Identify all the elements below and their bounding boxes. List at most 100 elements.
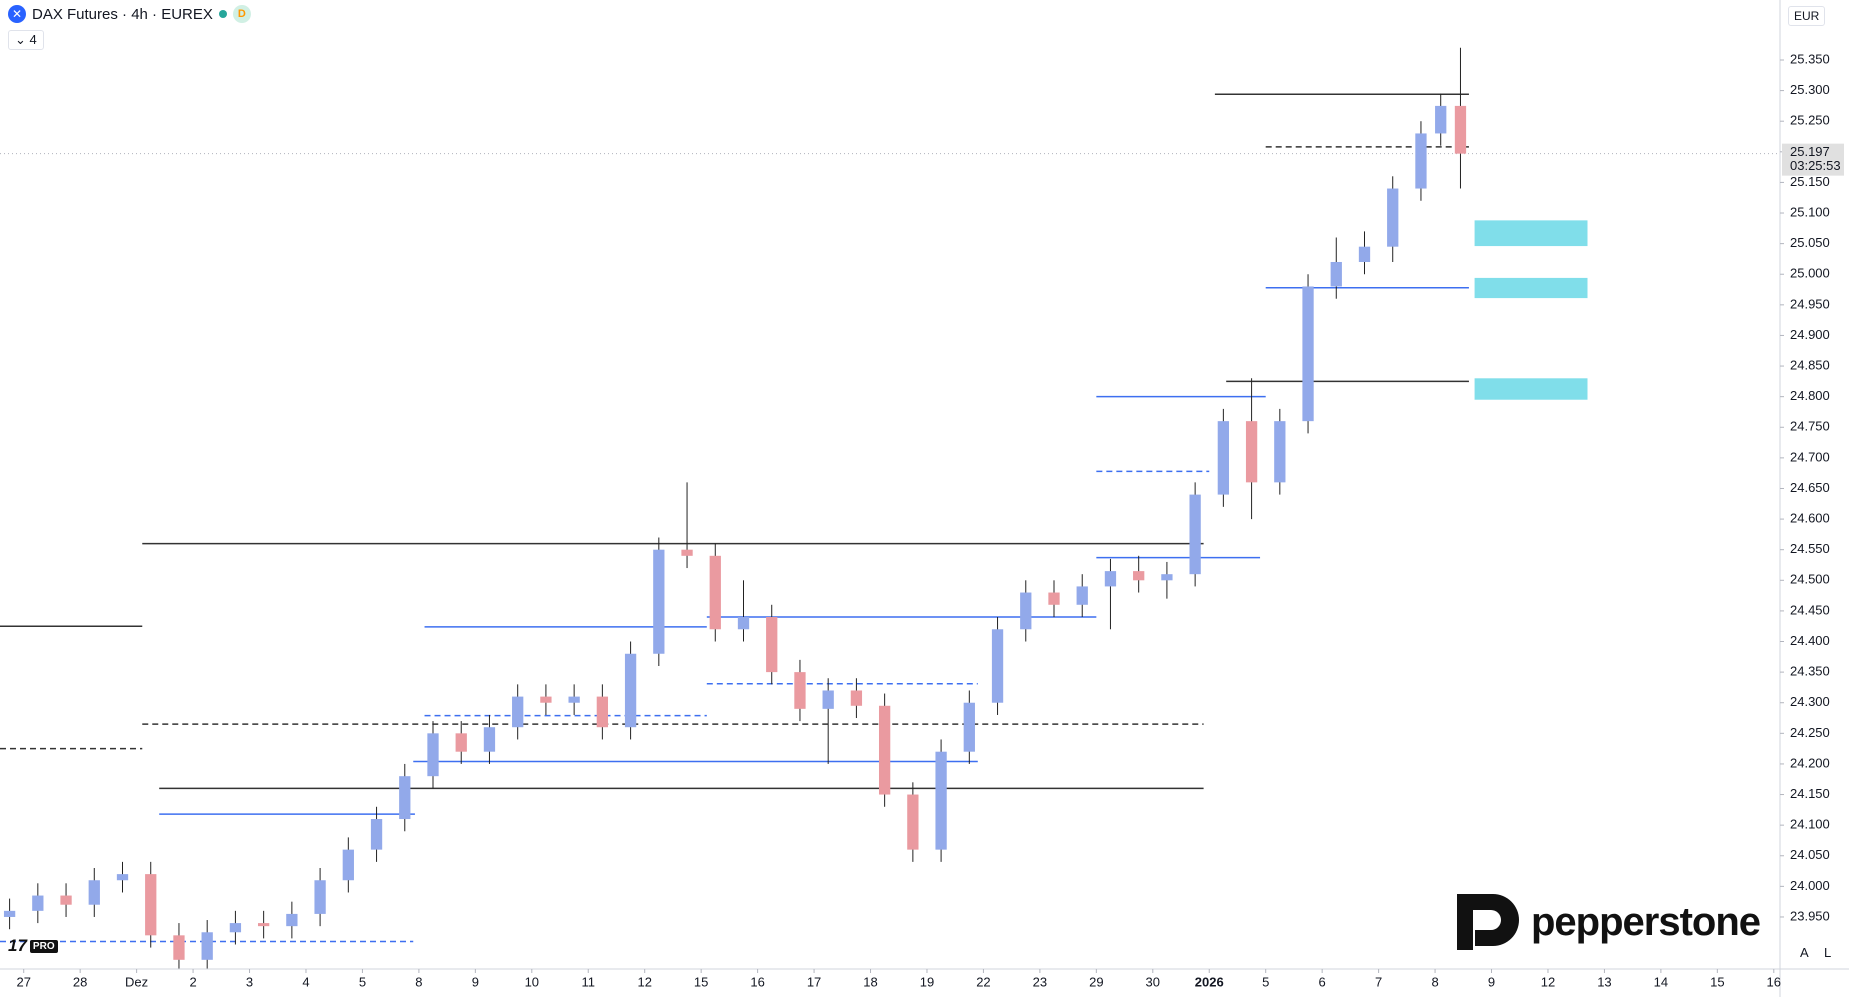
- candle-body: [88, 880, 100, 905]
- x-tick-label: 14: [1654, 974, 1668, 989]
- y-tick-label: 24.350: [1790, 664, 1830, 679]
- y-tick-label: 24.200: [1790, 755, 1830, 770]
- candle-body: [3, 910, 16, 917]
- candle-body: [1076, 586, 1088, 605]
- candle-body: [624, 653, 637, 728]
- candle-body: [314, 880, 326, 914]
- candle-body: [286, 913, 298, 927]
- candle-body: [455, 733, 467, 752]
- candle-body: [935, 751, 947, 850]
- auto-scale[interactable]: A: [1800, 945, 1809, 960]
- indicator-count: 4: [29, 32, 37, 47]
- zone: [1474, 277, 1588, 299]
- candle-body: [766, 617, 778, 673]
- candle-body: [850, 690, 863, 706]
- y-tick-label: 24.500: [1790, 572, 1830, 587]
- x-tick-label: 2026: [1195, 974, 1224, 989]
- candle-body: [681, 549, 693, 556]
- y-tick-label: 24.750: [1790, 419, 1830, 434]
- currency: EUR: [1794, 9, 1820, 23]
- x-tick-label: 10: [525, 974, 539, 989]
- x-tick-label: 7: [1375, 974, 1382, 989]
- x-tick-label: 16: [750, 974, 764, 989]
- candle-body: [1217, 421, 1230, 495]
- log-scale[interactable]: L: [1824, 945, 1832, 960]
- x-tick-label: 6: [1319, 974, 1326, 989]
- candle-body: [794, 672, 806, 709]
- brand-logo: pepperstone: [1453, 890, 1761, 954]
- tv-mark: 17: [8, 936, 27, 955]
- candle-body: [709, 555, 721, 630]
- y-tick-label: 24.400: [1790, 633, 1830, 648]
- y-tick-label: 24.700: [1790, 449, 1830, 464]
- y-tick-label: 25.150: [1790, 174, 1830, 189]
- x-tick-label: Dez: [125, 974, 148, 989]
- candle-body: [907, 794, 919, 850]
- candle-body: [1415, 133, 1427, 189]
- y-tick-label: 24.450: [1790, 602, 1830, 617]
- y-tick-label: 25.100: [1790, 204, 1830, 219]
- candle-body: [1048, 592, 1060, 605]
- candle-body: [1133, 571, 1145, 581]
- candle-body: [60, 895, 72, 905]
- x-tick-label: 27: [16, 974, 30, 989]
- candle-body: [370, 819, 383, 850]
- candle-body: [173, 935, 185, 960]
- candle-body: [1330, 261, 1342, 287]
- x-tick-label: 5: [1262, 974, 1269, 989]
- market-status: [218, 10, 227, 18]
- countdown: 03:25:53: [1790, 158, 1841, 173]
- x-tick-label: 5: [359, 974, 366, 989]
- x-tick-label: 4: [302, 974, 309, 989]
- x-tick-label: 15: [694, 974, 708, 989]
- x-tick-label: 17: [807, 974, 821, 989]
- last-price-tag: [1782, 143, 1844, 176]
- y-tick-label: 24.150: [1790, 786, 1830, 801]
- currency-button[interactable]: EUR: [1788, 6, 1826, 26]
- y-tick-label: 24.100: [1790, 817, 1830, 832]
- y-tick-label: 25.000: [1790, 266, 1830, 281]
- candle-body: [822, 690, 834, 709]
- x-tick-label: 11: [582, 974, 596, 989]
- x-tick-label: 29: [1089, 974, 1103, 989]
- brand-mark: [1457, 894, 1519, 950]
- candle-body: [1358, 246, 1371, 262]
- x-tick-label: 22: [976, 974, 990, 989]
- tv-logo: 17 PRO: [8, 936, 58, 956]
- indicator-toggle[interactable]: ⌄ 4: [8, 30, 44, 50]
- y-tick-label: 23.950: [1790, 908, 1830, 923]
- x-tick-label: 9: [472, 974, 479, 989]
- x-tick-label: 13: [1597, 974, 1611, 989]
- candle-body: [596, 696, 609, 728]
- candle-body: [878, 705, 891, 795]
- x-tick-label: 18: [863, 974, 877, 989]
- y-tick-label: 24.900: [1790, 327, 1830, 342]
- y-tick-label: 24.550: [1790, 541, 1830, 556]
- y-tick-label: 25.300: [1790, 82, 1830, 97]
- candle-body: [963, 702, 975, 752]
- y-tick-label: 24.000: [1790, 878, 1830, 893]
- candle-body: [116, 874, 129, 881]
- candle-body: [32, 895, 44, 911]
- data-badge: D: [232, 5, 251, 23]
- y-tick-label: 25.350: [1790, 51, 1830, 66]
- last-price-label: 25.197: [1790, 144, 1830, 159]
- candle-body: [1104, 571, 1117, 587]
- y-tick-label: 24.050: [1790, 847, 1830, 862]
- y-tick-label: 24.950: [1790, 296, 1830, 311]
- x-tick-label: 19: [920, 974, 934, 989]
- x-tick-label: 23: [1033, 974, 1047, 989]
- candle-body: [1435, 105, 1447, 134]
- candle-body: [1387, 188, 1399, 247]
- candle-body: [1302, 286, 1314, 422]
- candle-body: [1454, 105, 1467, 154]
- x-tick-label: 28: [73, 974, 87, 989]
- y-tick-label: 24.850: [1790, 357, 1830, 372]
- x-tick-label: 15: [1710, 974, 1724, 989]
- candle-body: [737, 617, 750, 630]
- x-tick-label: 8: [415, 974, 422, 989]
- candle-body: [201, 932, 213, 960]
- candle-body: [1189, 494, 1201, 575]
- badge-text: D: [237, 8, 246, 20]
